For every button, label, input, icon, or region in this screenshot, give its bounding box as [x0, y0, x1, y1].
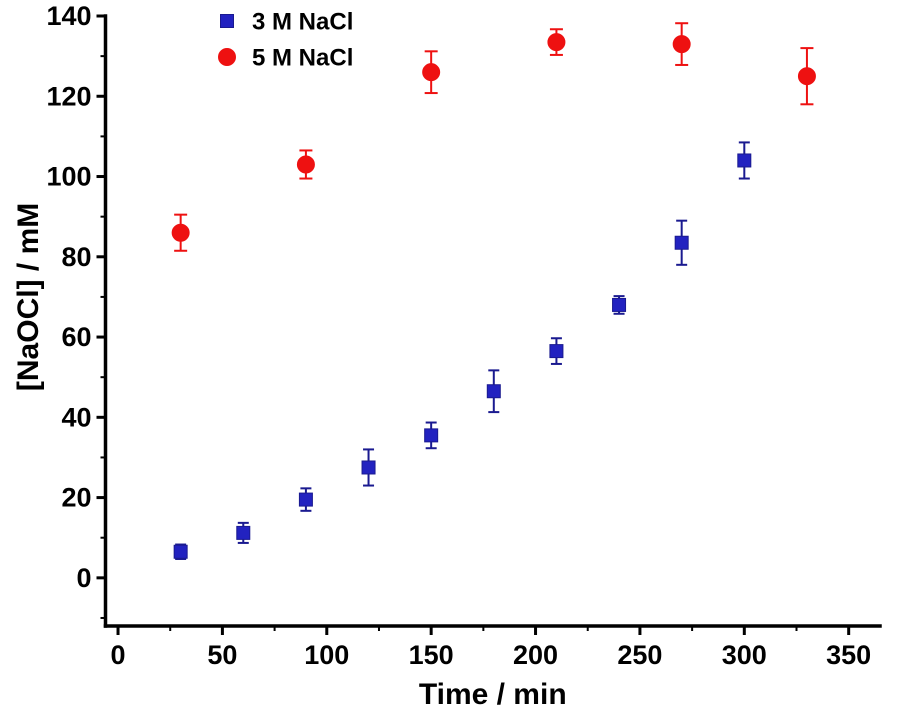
y-tick-label: 120: [46, 81, 91, 111]
legend-marker-1: [220, 14, 234, 28]
series-1-point: [173, 544, 188, 559]
x-axis-title: Time / min: [419, 678, 567, 711]
x-tick-label: 50: [207, 640, 237, 670]
series-1-point: [236, 525, 251, 540]
y-axis-title: [NaOCl] / mM: [12, 203, 45, 391]
series-2-point: [171, 223, 190, 242]
series-2-point: [296, 155, 315, 174]
legend-marker-2: [218, 48, 236, 66]
series-1-point: [612, 297, 627, 312]
series-2-point: [422, 63, 441, 82]
x-tick-label: 300: [722, 640, 767, 670]
y-tick-label: 0: [76, 563, 91, 593]
y-tick-label: 140: [46, 1, 91, 31]
series-1-point: [361, 460, 376, 475]
series-2-point: [547, 33, 566, 52]
series-2-point: [797, 67, 816, 86]
x-tick-label: 250: [617, 640, 662, 670]
series-1-point: [486, 384, 501, 399]
series-2-point: [672, 35, 691, 54]
x-tick-label: 150: [409, 640, 454, 670]
series-1-point: [737, 153, 752, 168]
y-tick-label: 80: [61, 242, 91, 272]
series-1-point: [674, 235, 689, 250]
x-tick-label: 350: [826, 640, 871, 670]
x-tick-label: 200: [513, 640, 558, 670]
series-1-point: [298, 492, 313, 507]
series-1-point: [424, 428, 439, 443]
y-tick-label: 100: [46, 162, 91, 192]
legend-label-2: 5 M NaCl: [252, 45, 353, 72]
x-tick-label: 0: [111, 640, 126, 670]
y-tick-label: 20: [61, 483, 91, 513]
x-tick-label: 100: [304, 640, 349, 670]
y-tick-label: 40: [61, 402, 91, 432]
legend-label-1: 3 M NaCl: [252, 9, 353, 36]
series-1-point: [549, 344, 564, 359]
y-tick-label: 60: [61, 322, 91, 352]
